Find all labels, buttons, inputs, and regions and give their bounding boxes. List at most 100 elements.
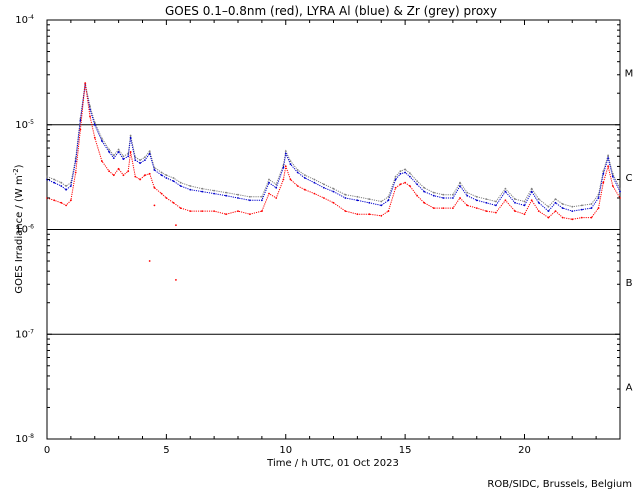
data-point bbox=[153, 186, 156, 189]
data-point bbox=[108, 151, 110, 153]
data-point bbox=[607, 157, 609, 160]
data-point bbox=[530, 199, 533, 202]
x-axis-label: Time / h UTC, 01 Oct 2023 bbox=[266, 458, 399, 469]
data-point bbox=[504, 187, 507, 190]
data-point bbox=[459, 181, 461, 184]
data-point bbox=[344, 197, 347, 199]
data-point bbox=[416, 194, 418, 197]
data-point bbox=[289, 160, 292, 163]
data-point bbox=[74, 171, 77, 174]
data-point bbox=[368, 201, 371, 204]
data-point bbox=[179, 207, 182, 210]
data-point bbox=[122, 155, 125, 158]
data-point bbox=[134, 159, 137, 162]
data-point bbox=[249, 213, 251, 216]
data-point bbox=[611, 185, 614, 187]
data-point bbox=[399, 172, 402, 175]
data-point bbox=[74, 160, 77, 163]
outlier-point-1 bbox=[175, 224, 177, 227]
data-point bbox=[296, 169, 299, 171]
data-point bbox=[213, 210, 216, 213]
data-point bbox=[356, 213, 359, 216]
data-point bbox=[485, 201, 488, 204]
data-point bbox=[323, 186, 325, 189]
data-point bbox=[466, 204, 469, 207]
data-point bbox=[139, 162, 142, 165]
data-point bbox=[304, 174, 306, 177]
data-point bbox=[112, 154, 115, 157]
data-point bbox=[409, 185, 411, 187]
data-point bbox=[284, 165, 287, 168]
data-point bbox=[547, 216, 550, 219]
data-point bbox=[590, 203, 593, 205]
data-point bbox=[530, 190, 533, 193]
data-point bbox=[284, 150, 287, 153]
data-point bbox=[261, 210, 263, 213]
data-point bbox=[225, 191, 228, 194]
data-point bbox=[201, 187, 204, 190]
data-point bbox=[53, 181, 56, 184]
data-point bbox=[514, 210, 516, 213]
data-point bbox=[530, 187, 533, 190]
credit-text: ROB/SIDC, Brussels, Belgium bbox=[487, 479, 632, 490]
series-line-1 bbox=[46, 84, 621, 212]
x-tick-label-3: 15 bbox=[399, 445, 412, 456]
flare-class-labels: M C B A bbox=[625, 68, 634, 393]
data-point bbox=[607, 154, 609, 157]
y-axis-label-main: GOES Irradiance / (W m bbox=[14, 175, 25, 293]
data-point bbox=[313, 178, 316, 181]
data-point bbox=[89, 115, 91, 118]
data-point bbox=[504, 199, 507, 202]
data-point bbox=[495, 200, 497, 203]
data-point bbox=[70, 185, 72, 187]
data-point bbox=[323, 197, 325, 199]
data-point bbox=[504, 190, 507, 193]
data-point bbox=[332, 201, 335, 204]
data-point bbox=[127, 170, 130, 173]
data-point bbox=[416, 183, 418, 186]
data-point bbox=[590, 216, 593, 219]
data-point bbox=[144, 174, 146, 177]
data-point bbox=[225, 213, 228, 216]
data-point bbox=[368, 198, 371, 201]
data-point bbox=[602, 172, 605, 175]
data-point bbox=[89, 108, 91, 111]
data-point bbox=[122, 174, 125, 177]
data-point bbox=[129, 134, 132, 137]
y-tick-label-2: 10-6 bbox=[15, 224, 34, 236]
data-point bbox=[356, 199, 359, 202]
data-point bbox=[179, 181, 182, 184]
data-point bbox=[117, 151, 120, 153]
data-point bbox=[237, 197, 239, 199]
data-point bbox=[268, 178, 270, 181]
data-point bbox=[148, 152, 151, 155]
data-point bbox=[189, 210, 192, 213]
data-point bbox=[134, 175, 137, 178]
series-line-2 bbox=[46, 82, 621, 208]
data-point bbox=[580, 216, 583, 219]
y-tick-label-3: 10-7 bbox=[15, 328, 34, 340]
flare-class-label-c: C bbox=[626, 173, 633, 184]
data-point bbox=[597, 197, 600, 199]
data-point bbox=[514, 201, 516, 204]
data-point bbox=[356, 195, 359, 198]
flare-class-label-m: M bbox=[625, 68, 634, 79]
data-point bbox=[304, 188, 306, 191]
data-point bbox=[452, 193, 454, 196]
data-point bbox=[304, 177, 306, 179]
data-point bbox=[466, 191, 469, 194]
data-point bbox=[332, 187, 335, 190]
y-axis-label-close: ) bbox=[14, 164, 25, 168]
data-point bbox=[139, 178, 142, 181]
data-point bbox=[275, 197, 278, 199]
data-point bbox=[172, 177, 175, 179]
data-point bbox=[148, 150, 151, 153]
data-point bbox=[561, 216, 564, 219]
data-point bbox=[129, 136, 132, 139]
x-tick-label-0: 0 bbox=[44, 445, 50, 456]
data-point bbox=[571, 205, 574, 208]
data-point bbox=[53, 199, 56, 202]
data-point bbox=[399, 170, 402, 173]
data-point bbox=[619, 187, 621, 190]
